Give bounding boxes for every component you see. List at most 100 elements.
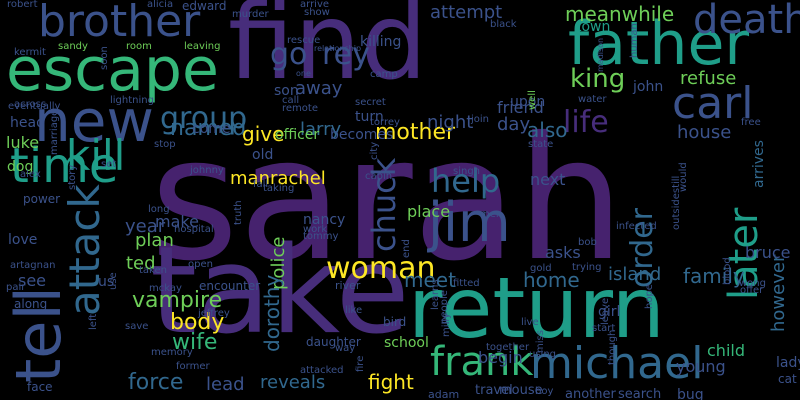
word: live xyxy=(521,317,539,328)
word: rey xyxy=(322,37,370,72)
word: begin xyxy=(478,348,523,367)
word: like xyxy=(345,305,363,316)
word: night xyxy=(427,112,474,133)
word: alex xyxy=(20,169,41,180)
word: attempt xyxy=(430,2,503,23)
word: state xyxy=(528,139,554,150)
word: show xyxy=(304,7,330,18)
word: bob xyxy=(578,237,597,248)
word: left xyxy=(88,313,99,330)
word: would xyxy=(678,162,689,192)
word: start xyxy=(592,323,616,334)
word: bug xyxy=(677,387,704,400)
word: john xyxy=(633,79,664,95)
word: people xyxy=(439,290,450,324)
word: help xyxy=(431,162,501,200)
word: manrachel xyxy=(230,168,326,189)
word: make xyxy=(155,212,199,231)
word: wong xyxy=(739,278,766,289)
word: come xyxy=(192,121,231,137)
word: bruce xyxy=(745,243,791,262)
word: jeffrey xyxy=(198,308,230,319)
word: lead xyxy=(206,374,245,395)
word: becomes xyxy=(330,127,394,143)
word: us xyxy=(98,274,115,290)
word: michael xyxy=(530,338,704,389)
word: memory xyxy=(151,347,193,358)
word: gold xyxy=(530,263,552,274)
word: see xyxy=(18,271,47,290)
word: father xyxy=(568,9,750,79)
word: leave xyxy=(600,297,611,325)
word: head xyxy=(10,115,45,131)
word: love xyxy=(8,232,38,248)
word: power xyxy=(23,192,61,206)
word: frank xyxy=(430,339,534,385)
word: next xyxy=(530,170,566,189)
word: blood xyxy=(722,257,733,285)
word: year xyxy=(125,216,166,237)
word: rescue xyxy=(287,35,321,46)
word: kill xyxy=(66,131,126,180)
word: free xyxy=(741,117,761,128)
word: robert xyxy=(7,0,38,10)
word: artagnan xyxy=(10,260,56,271)
word: though xyxy=(607,329,618,365)
word: child xyxy=(707,341,745,360)
word: nancy xyxy=(303,212,346,228)
word: secret xyxy=(355,97,386,108)
word: human xyxy=(629,23,640,58)
word: killing xyxy=(360,34,402,50)
word: woman xyxy=(326,251,436,286)
word: attacked xyxy=(300,365,344,376)
word: friend xyxy=(497,98,544,117)
word: truth xyxy=(233,200,244,225)
word: king xyxy=(570,64,626,94)
word: school xyxy=(384,335,429,351)
word: alicia xyxy=(147,0,174,10)
word: stop xyxy=(154,139,176,150)
word: wife xyxy=(172,330,218,355)
word: across xyxy=(14,99,47,110)
word: taken xyxy=(139,265,167,276)
word: refuse xyxy=(680,68,737,89)
word: away xyxy=(295,78,343,99)
word: take xyxy=(150,222,410,361)
word: death xyxy=(693,0,800,43)
word: infected xyxy=(616,221,657,232)
word: long xyxy=(148,204,170,215)
word: also xyxy=(527,118,568,142)
word: tommy xyxy=(303,231,339,242)
word: johnny xyxy=(190,165,224,176)
word: another xyxy=(565,387,616,400)
word: cat xyxy=(778,372,797,386)
word: end xyxy=(401,239,412,258)
word: taking xyxy=(263,183,295,194)
word: place xyxy=(407,202,451,221)
word: mouse xyxy=(499,383,543,398)
word: boy xyxy=(535,386,554,397)
word: well xyxy=(527,90,538,110)
word: new xyxy=(34,87,154,155)
word: soon xyxy=(99,46,110,70)
word: ted xyxy=(126,253,156,274)
word: together xyxy=(486,342,530,353)
word: lightning xyxy=(110,95,154,106)
word: give xyxy=(242,122,285,146)
word: girl xyxy=(598,304,621,320)
word: vampire xyxy=(132,288,223,313)
word: officer xyxy=(275,127,320,143)
word: meet xyxy=(404,268,456,292)
word: daughter xyxy=(306,335,361,349)
word: force xyxy=(128,370,184,395)
word: town xyxy=(576,19,611,35)
word: edward xyxy=(182,0,227,13)
word: reveals xyxy=(260,372,326,393)
word: fall xyxy=(253,179,269,190)
word: marriage xyxy=(49,109,60,155)
word: carl xyxy=(672,78,754,129)
word: son xyxy=(274,83,299,99)
word: murder xyxy=(232,9,269,20)
word: body xyxy=(170,310,225,335)
